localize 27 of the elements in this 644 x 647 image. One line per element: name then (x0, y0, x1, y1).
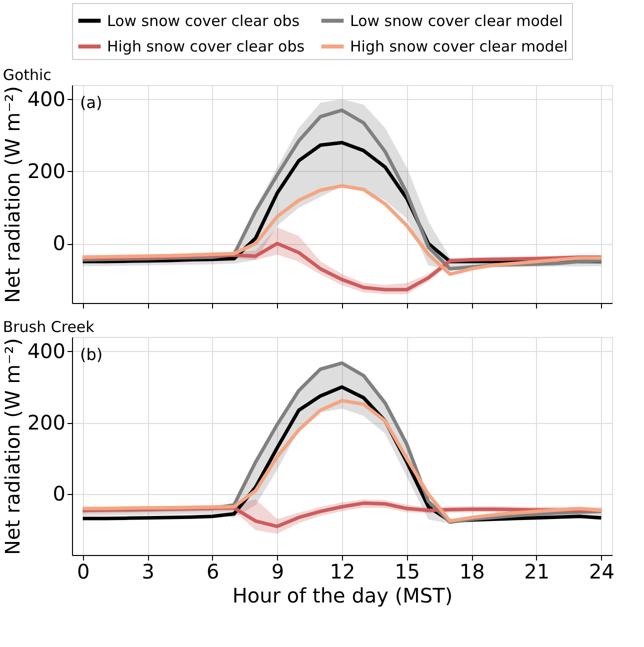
y-tick-label: 0 (52, 482, 66, 506)
x-tick-label: 12 (330, 560, 356, 584)
x-tick-label: 0 (76, 560, 90, 584)
annotation: (a) (80, 93, 102, 112)
x-tick-label: 9 (271, 560, 284, 584)
y-tick-label: 200 (27, 158, 66, 183)
legend-label: High snow cover clear obs (107, 38, 305, 56)
legend-label: Low snow cover clear obs (107, 12, 300, 30)
y-axis-title: Net radiation (W m⁻²) (0, 338, 24, 555)
y-axis-title: Net radiation (W m⁻²) (0, 86, 24, 303)
line-series (81, 184, 603, 276)
legend-label: High snow cover clear model (350, 38, 568, 56)
legend-label: Low snow cover clear model (350, 12, 563, 30)
y-tick-label: 400 (27, 86, 66, 111)
x-tick-label: 18 (459, 560, 485, 584)
x-tick-label: 24 (588, 560, 614, 584)
y-tick-label: 400 (27, 338, 66, 363)
x-axis-title: Hour of the day (MST) (232, 584, 453, 608)
chart-title: Brush Creek (2, 318, 95, 336)
y-tick-label: 0 (52, 231, 66, 256)
x-tick-label: 3 (142, 560, 154, 584)
x-tick-label: 15 (394, 560, 420, 584)
annotation: (b) (80, 345, 103, 364)
y-tick-label: 200 (27, 410, 66, 434)
chart-title: Gothic (2, 66, 52, 84)
x-tick-label: 21 (524, 560, 550, 584)
x-tick-label: 6 (206, 560, 220, 584)
